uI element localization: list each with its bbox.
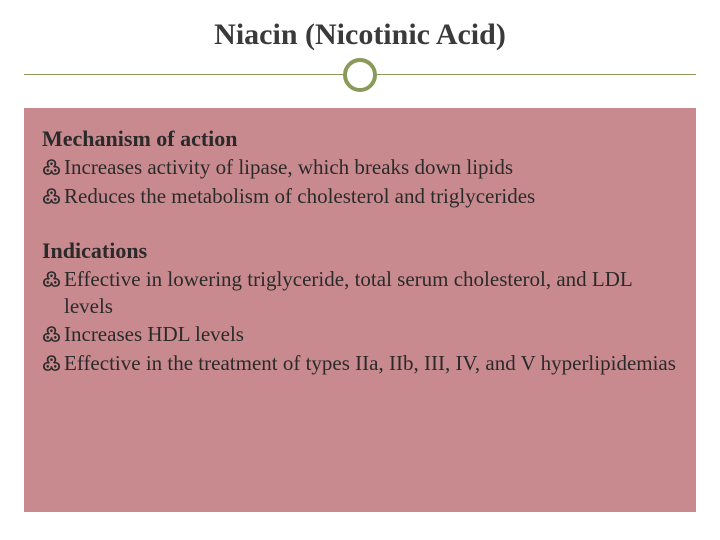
bullet-row: ߷ Increases HDL levels bbox=[42, 321, 678, 349]
circle-ornament-icon bbox=[343, 58, 377, 92]
bullet-row: ߷ Reduces the metabolism of cholesterol … bbox=[42, 183, 678, 211]
section-heading-1: Indications bbox=[42, 238, 678, 264]
bullet-text: Effective in the treatment of types IIa,… bbox=[64, 350, 676, 377]
slide-title: Niacin (Nicotinic Acid) bbox=[0, 18, 720, 52]
content-box: Mechanism of action ߷ Increases activity… bbox=[24, 108, 696, 512]
bullet-row: ߷ Effective in lowering triglyceride, to… bbox=[42, 266, 678, 320]
bullet-icon: ߷ bbox=[42, 266, 64, 294]
bullet-row: ߷ Effective in the treatment of types II… bbox=[42, 350, 678, 378]
bullet-row: ߷ Increases activity of lipase, which br… bbox=[42, 154, 678, 182]
bullet-text: Increases activity of lipase, which brea… bbox=[64, 154, 513, 181]
bullet-icon: ߷ bbox=[42, 350, 64, 378]
section-gap bbox=[42, 212, 678, 238]
bullet-text: Increases HDL levels bbox=[64, 321, 244, 348]
slide-container: Niacin (Nicotinic Acid) Mechanism of act… bbox=[0, 0, 720, 540]
bullet-icon: ߷ bbox=[42, 154, 64, 182]
bullet-text: Reduces the metabolism of cholesterol an… bbox=[64, 183, 535, 210]
section-heading-0: Mechanism of action bbox=[42, 126, 678, 152]
bullet-text: Effective in lowering triglyceride, tota… bbox=[64, 266, 678, 320]
bullet-icon: ߷ bbox=[42, 321, 64, 349]
bullet-icon: ߷ bbox=[42, 183, 64, 211]
